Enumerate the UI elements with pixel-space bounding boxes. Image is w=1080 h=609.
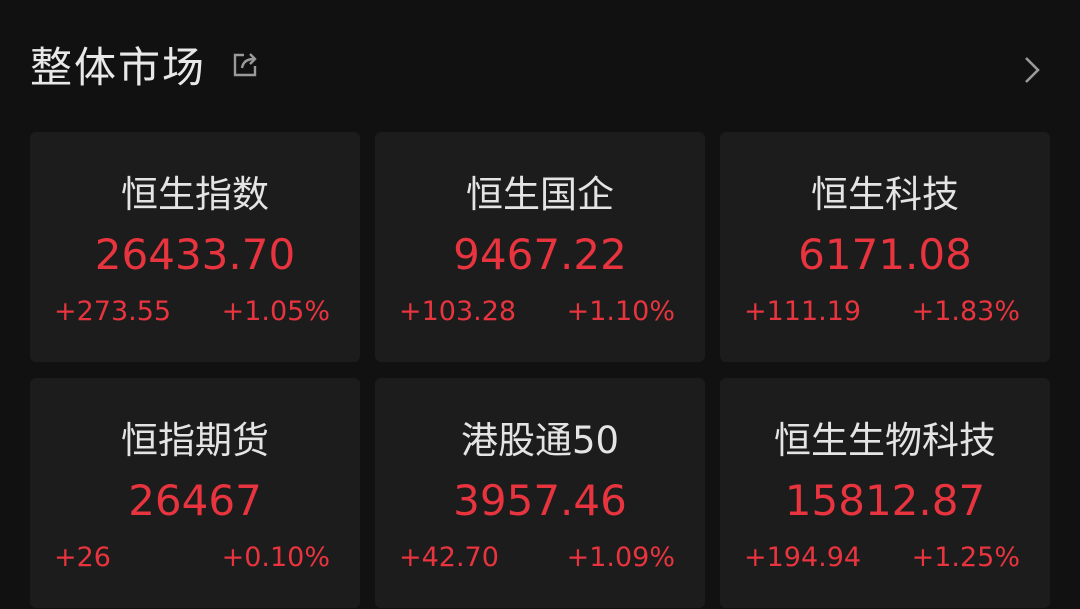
index-card[interactable]: 恒生科技 6171.08 +111.19 +1.83% [720,132,1050,362]
section-title: 整体市场 [30,42,207,92]
section-header: 整体市场 [30,36,260,92]
index-name: 恒生指数 [121,173,269,216]
index-price: 6171.08 [798,230,972,279]
index-card[interactable]: 恒指期货 26467 +26 +0.10% [30,378,360,608]
index-percent: +0.10% [221,542,330,573]
index-change: +273.55 [54,296,172,327]
index-card[interactable]: 港股通50 3957.46 +42.70 +1.09% [375,378,705,608]
index-card[interactable]: 恒生国企 9467.22 +103.28 +1.10% [375,132,705,362]
index-change: +103.28 [399,296,517,327]
index-change: +26 [54,542,111,573]
index-card[interactable]: 恒生指数 26433.70 +273.55 +1.05% [30,132,360,362]
index-price: 26467 [128,476,262,525]
chevron-right-icon[interactable] [1020,52,1044,88]
index-percent: +1.09% [566,542,675,573]
market-index-grid: 恒生指数 26433.70 +273.55 +1.05% 恒生国企 9467.2… [30,132,1050,608]
index-name: 恒指期货 [121,419,269,462]
index-name: 恒生科技 [811,173,959,216]
index-change: +42.70 [399,542,499,573]
index-percent: +1.25% [911,542,1020,573]
index-percent: +1.83% [911,296,1020,327]
index-name: 港股通50 [460,419,620,462]
index-price: 15812.87 [784,476,986,525]
index-name: 恒生国企 [466,173,614,216]
index-name: 恒生生物科技 [774,419,996,462]
index-percent: +1.10% [566,296,675,327]
index-card[interactable]: 恒生生物科技 15812.87 +194.94 +1.25% [720,378,1050,608]
index-change: +194.94 [744,542,862,573]
index-change: +111.19 [744,296,862,327]
index-price: 26433.70 [94,230,296,279]
share-icon[interactable] [232,50,260,78]
index-percent: +1.05% [221,296,330,327]
index-price: 9467.22 [453,230,627,279]
index-price: 3957.46 [453,476,627,525]
